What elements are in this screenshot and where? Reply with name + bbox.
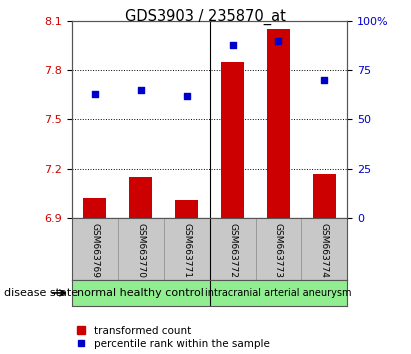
Text: normal healthy control: normal healthy control bbox=[77, 288, 204, 298]
Text: GSM663772: GSM663772 bbox=[228, 223, 237, 278]
Bar bbox=[267, 29, 290, 218]
Text: intracranial arterial aneurysm: intracranial arterial aneurysm bbox=[205, 288, 352, 298]
Text: GSM663769: GSM663769 bbox=[90, 223, 99, 278]
Bar bbox=[129, 177, 152, 218]
Point bbox=[183, 93, 190, 99]
Point bbox=[321, 77, 328, 83]
Text: GSM663773: GSM663773 bbox=[274, 223, 283, 278]
Text: GDS3903 / 235870_at: GDS3903 / 235870_at bbox=[125, 9, 286, 25]
Bar bbox=[175, 200, 198, 218]
Legend: transformed count, percentile rank within the sample: transformed count, percentile rank withi… bbox=[77, 326, 270, 349]
Bar bbox=[221, 62, 244, 218]
Point bbox=[137, 87, 144, 93]
Bar bbox=[83, 198, 106, 218]
Bar bbox=[313, 173, 336, 218]
Text: GSM663774: GSM663774 bbox=[320, 223, 329, 278]
Text: GSM663771: GSM663771 bbox=[182, 223, 191, 278]
Text: disease state: disease state bbox=[4, 288, 78, 298]
Point bbox=[229, 42, 236, 48]
Point bbox=[92, 91, 98, 97]
Text: GSM663770: GSM663770 bbox=[136, 223, 145, 278]
Point bbox=[275, 38, 282, 44]
